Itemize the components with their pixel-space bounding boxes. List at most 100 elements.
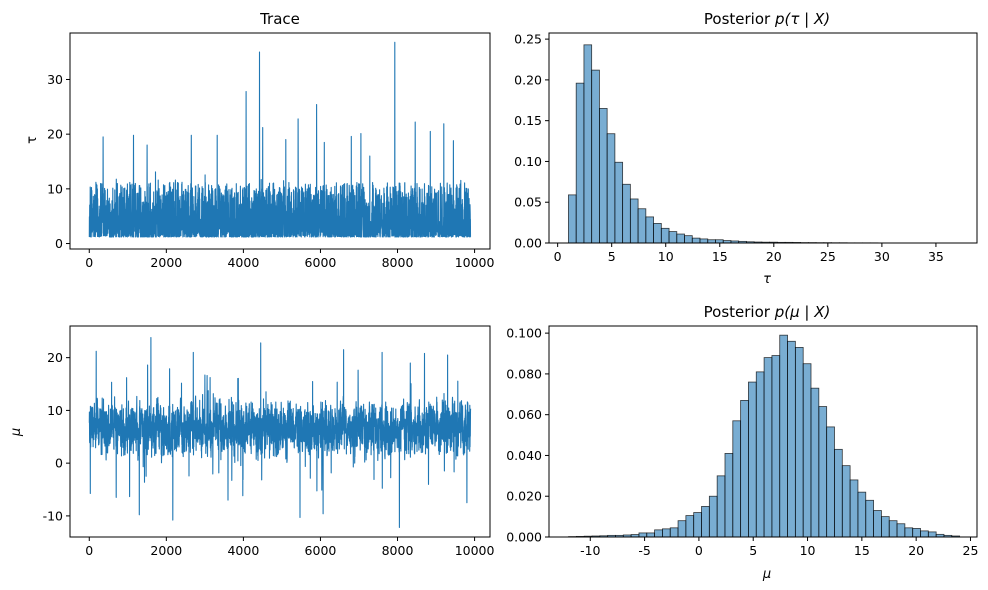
histogram-bar [873, 510, 882, 538]
x-tick-label: -5 [638, 543, 650, 558]
histogram-bar [701, 506, 710, 538]
histogram-bar [676, 233, 685, 244]
x-tick-label: 10 [658, 249, 674, 264]
histogram-bar [662, 528, 671, 538]
x-tick-label: 30 [874, 249, 890, 264]
x-tick-label: 6000 [305, 255, 337, 270]
x-tick-label: -10 [580, 543, 600, 558]
posterior_mu-marks [568, 334, 961, 538]
trace-tau-title: Trace [259, 10, 300, 28]
histogram-bar [654, 529, 663, 538]
histogram-bar [629, 198, 639, 244]
y-tick-label: 0.25 [514, 32, 542, 47]
histogram-bar [865, 499, 874, 538]
x-tick-label: 10000 [455, 255, 495, 270]
x-tick-label: 8000 [382, 255, 414, 270]
trace-tau-panel: Trace τ 0 2000 4000 6000 8000 10000 0 10 20 30 [25, 10, 495, 270]
x-tick-label: 25 [820, 249, 836, 264]
histogram-bar [693, 512, 702, 538]
histogram-bar [677, 520, 687, 538]
trace-mu-ylabel: μ [9, 428, 24, 437]
histogram-bar [826, 426, 835, 538]
histogram-bar [591, 69, 600, 244]
x-tick-label: 20 [766, 249, 782, 264]
x-tick-label: 15 [854, 543, 870, 558]
x-tick-label: 20 [908, 543, 924, 558]
histogram-bar [645, 216, 654, 244]
trace-mu-panel: μ 0 2000 4000 6000 8000 10000 -10 0 10 20 [9, 325, 495, 558]
y-tick-label: 20 [47, 350, 63, 365]
histogram-bar [646, 532, 655, 538]
histogram-bar [904, 527, 914, 538]
x-tick-label: 4000 [227, 255, 259, 270]
histogram-bar [669, 527, 679, 538]
x-tick-label: 10000 [455, 543, 495, 558]
x-tick-label: 2000 [150, 255, 182, 270]
histogram-bar [622, 183, 631, 244]
y-tick-label: 0 [55, 456, 63, 471]
axes-frame [69, 32, 491, 250]
y-tick-label: 10 [47, 181, 63, 196]
histogram-bar [638, 532, 648, 538]
histogram-bar [568, 194, 577, 244]
histogram-bar [614, 161, 624, 244]
axes-frame [548, 32, 978, 244]
y-tick-label: 0.10 [514, 154, 542, 169]
histogram-bar [787, 340, 796, 538]
posterior_tau-marks [568, 44, 956, 244]
histogram-bar [716, 475, 726, 538]
histogram-bar [927, 531, 937, 538]
x-tick-label: 8000 [382, 543, 414, 558]
histogram-bar [740, 400, 749, 538]
histogram-bar [881, 516, 890, 538]
trace_mu-marks [88, 337, 472, 529]
histogram-bar [606, 133, 616, 244]
y-tick-label: 0.20 [514, 72, 542, 87]
x-tick-label: 2000 [150, 543, 182, 558]
histogram-bar [771, 355, 781, 538]
x-tick-label: 0 [695, 543, 703, 558]
trace_tau-marks [88, 41, 472, 238]
x-tick-label: 0 [85, 255, 93, 270]
y-tick-label: 30 [47, 72, 63, 87]
x-tick-label: 0 [85, 543, 93, 558]
histogram-bar [583, 44, 593, 244]
histogram-bar [724, 453, 734, 538]
posterior-tau-panel: Posterior p(τ | X) τ 0 5 10 15 20 25 30 35 0.00 0… [514, 10, 978, 287]
y-tick-label: 0.080 [506, 366, 542, 381]
histogram-bar [732, 420, 742, 538]
y-tick-label: -10 [43, 508, 63, 523]
histogram-bar [810, 387, 820, 538]
histogram-bar [888, 520, 898, 538]
x-tick-label: 5 [608, 249, 616, 264]
histogram-bar [684, 235, 693, 244]
axes-frame [69, 325, 491, 538]
histogram-bar [653, 223, 662, 244]
y-tick-label: 0.000 [506, 530, 542, 545]
y-tick-label: 0.040 [506, 448, 542, 463]
x-tick-label: 35 [928, 249, 944, 264]
posterior-mu-title: Posterior p(μ | X) [704, 303, 831, 321]
posterior-mu-panel: Posterior p(μ | X) μ -10 -5 0 5 10 15 20 25 0.00… [506, 303, 978, 582]
histogram-bar [699, 238, 709, 244]
x-tick-label: 15 [712, 249, 728, 264]
x-tick-label: 25 [963, 543, 979, 558]
histogram-bar [912, 528, 921, 538]
histogram-bar [818, 406, 828, 538]
y-tick-label: 0.05 [514, 195, 542, 210]
histogram-bar [841, 465, 851, 538]
histogram-bar [802, 363, 812, 538]
y-tick-label: 0.00 [514, 236, 542, 251]
histogram-bar [794, 347, 804, 538]
trace-tau-ylabel: τ [25, 136, 40, 144]
y-tick-label: 10 [47, 403, 63, 418]
histogram-bar [575, 82, 585, 244]
histogram-bar [708, 495, 718, 538]
histogram-bar [685, 515, 695, 538]
histogram-bar [849, 479, 859, 538]
axes-frame [548, 325, 978, 538]
y-tick-label: 0.020 [506, 489, 542, 504]
posterior-mu-xlabel: μ [762, 567, 771, 582]
trace-series-line [88, 41, 472, 238]
